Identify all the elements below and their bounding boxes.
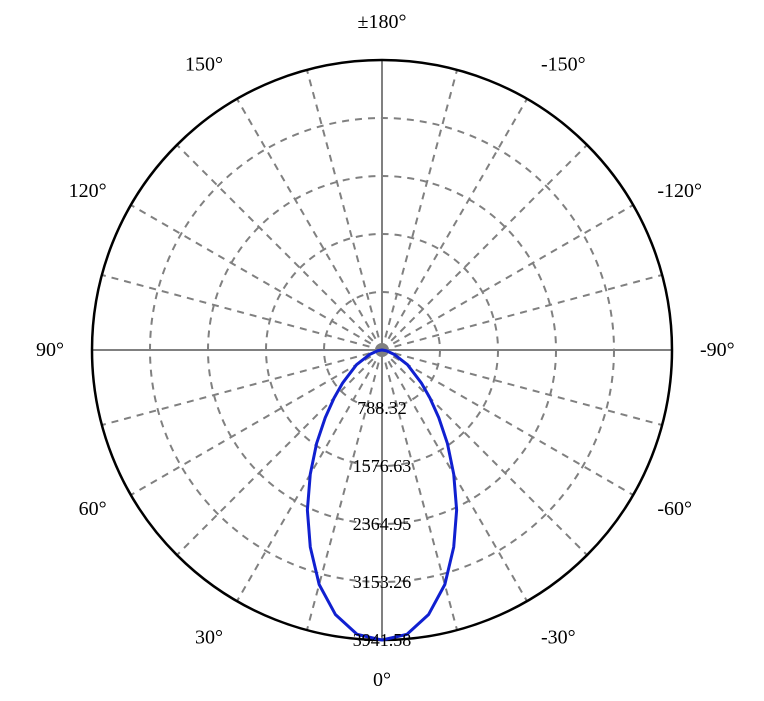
angle-label: 60° — [79, 498, 107, 520]
angle-label: 150° — [185, 54, 223, 76]
angle-label: 30° — [195, 626, 223, 648]
angle-label: -150° — [541, 54, 586, 76]
angle-label: -30° — [541, 626, 576, 648]
radial-tick-label: 3941.58 — [353, 630, 412, 650]
angle-label: 90° — [36, 339, 64, 361]
angle-label: -90° — [700, 339, 735, 361]
radial-tick-label: 788.32 — [357, 398, 407, 418]
angle-label: -120° — [657, 180, 702, 202]
angle-label: 0° — [373, 669, 391, 691]
angle-label: -60° — [657, 498, 692, 520]
angle-label: ±180° — [358, 11, 407, 33]
angle-label: 120° — [69, 180, 107, 202]
radial-tick-label: 2364.95 — [353, 514, 412, 534]
polar-chart: 788.32 1576.63 2364.95 3153.26 3941.58 ±180° 1… — [0, 0, 764, 701]
radial-tick-label: 3153.26 — [353, 572, 412, 592]
radial-tick-label: 1576.63 — [353, 456, 412, 476]
